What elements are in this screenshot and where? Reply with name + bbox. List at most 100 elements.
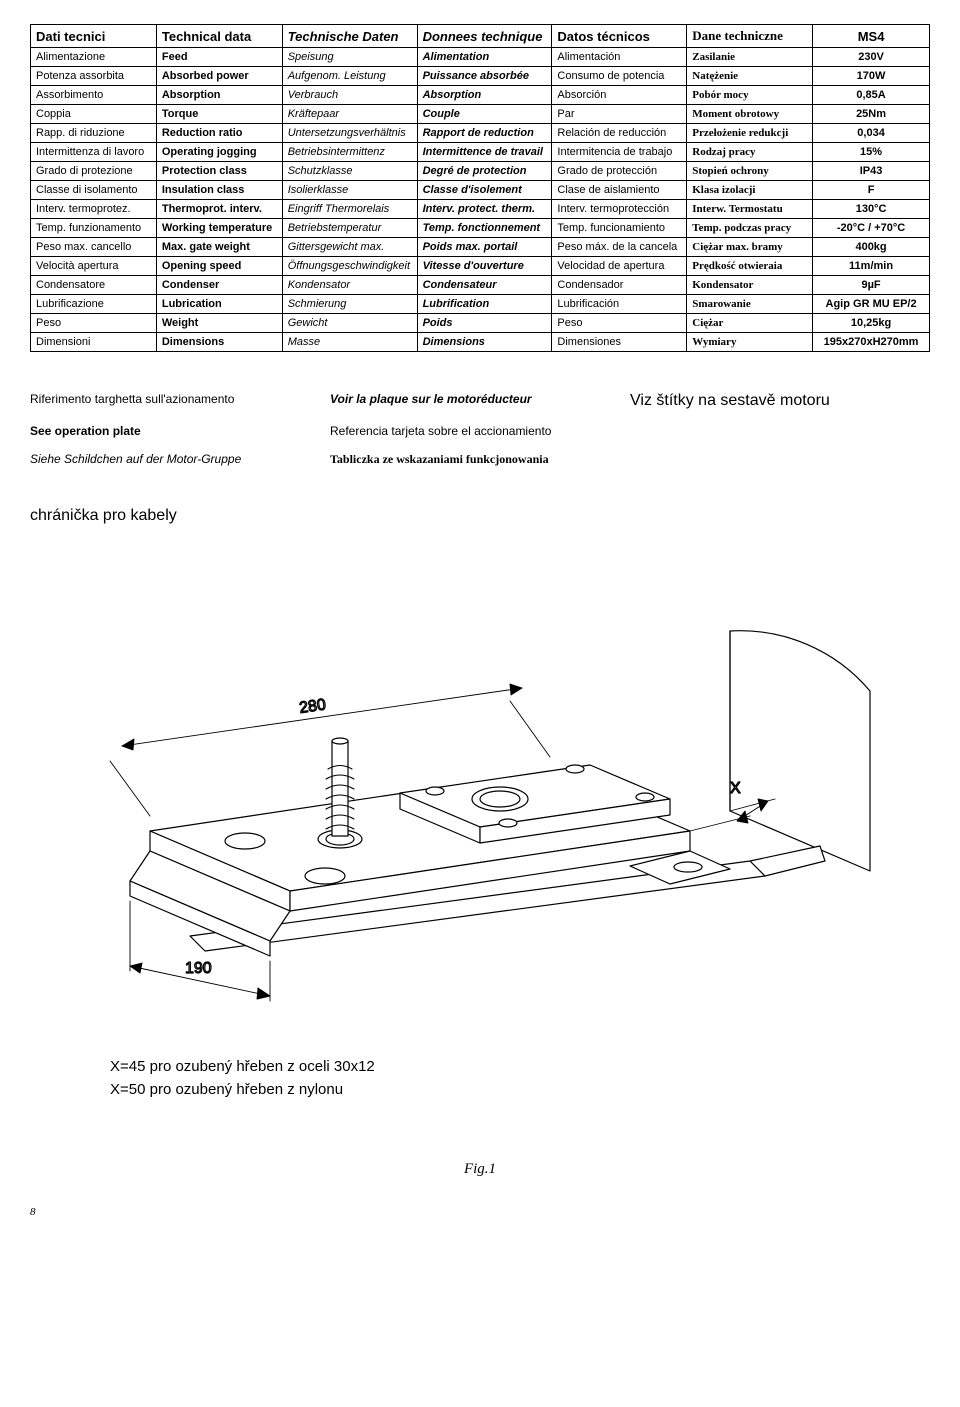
cell-val: 195x270xH270mm <box>813 333 930 352</box>
cell-es: Alimentación <box>552 48 687 67</box>
table-row: PesoWeightGewichtPoidsPesoCiężar10,25kg <box>31 314 930 333</box>
cell-val: 130°C <box>813 200 930 219</box>
cell-val: 0,034 <box>813 124 930 143</box>
table-row: Potenza assorbitaAbsorbed powerAufgenom.… <box>31 67 930 86</box>
header-es: Datos técnicos <box>552 25 687 48</box>
cell-pl: Przełożenie redukcji <box>687 124 813 143</box>
cell-es: Clase de aislamiento <box>552 181 687 200</box>
cell-pl: Temp. podczas pracy <box>687 219 813 238</box>
cell-it: Peso <box>31 314 157 333</box>
cell-en: Insulation class <box>156 181 282 200</box>
cell-es: Interv. termoprotección <box>552 200 687 219</box>
table-row: Grado di protezioneProtection classSchut… <box>31 162 930 181</box>
cell-en: Absorption <box>156 86 282 105</box>
table-row: Classe di isolamentoInsulation classIsol… <box>31 181 930 200</box>
cell-en: Absorbed power <box>156 67 282 86</box>
cell-de: Betriebsintermittenz <box>282 143 417 162</box>
cell-it: Temp. funzionamento <box>31 219 157 238</box>
dimension-legend: X=45 pro ozubený hřeben z oceli 30x12 X=… <box>110 1056 930 1101</box>
cell-it: Peso max. cancello <box>31 238 157 257</box>
cell-fr: Condensateur <box>417 276 552 295</box>
note-it: Riferimento targhetta sull'azionamento <box>30 392 330 410</box>
cell-it: Interv. termoprotez. <box>31 200 157 219</box>
cell-val: 170W <box>813 67 930 86</box>
header-it: Dati tecnici <box>31 25 157 48</box>
table-row: LubrificazioneLubricationSchmierungLubri… <box>31 295 930 314</box>
cell-it: Dimensioni <box>31 333 157 352</box>
header-pl: Dane techniczne <box>687 25 813 48</box>
cell-it: Condensatore <box>31 276 157 295</box>
cell-es: Peso máx. de la cancela <box>552 238 687 257</box>
cell-es: Par <box>552 105 687 124</box>
cell-pl: Interw. Termostatu <box>687 200 813 219</box>
legend-line-2: X=50 pro ozubený hřeben z nylonu <box>110 1079 930 1102</box>
note-pl: Tabliczka ze wskazaniami funkcjonowania <box>330 452 630 467</box>
cell-pl: Pobór mocy <box>687 86 813 105</box>
cell-es: Relación de reducción <box>552 124 687 143</box>
cell-val: 9µF <box>813 276 930 295</box>
cell-it: Grado di protezione <box>31 162 157 181</box>
cell-es: Grado de protección <box>552 162 687 181</box>
cell-en: Condenser <box>156 276 282 295</box>
cell-es: Absorción <box>552 86 687 105</box>
cell-pl: Ciężar max. bramy <box>687 238 813 257</box>
cell-fr: Poids max. portail <box>417 238 552 257</box>
cell-it: Coppia <box>31 105 157 124</box>
cell-it: Potenza assorbita <box>31 67 157 86</box>
reference-notes: Riferimento targhetta sull'azionamento V… <box>30 392 930 467</box>
cell-val: 25Nm <box>813 105 930 124</box>
cell-de: Kräftepaar <box>282 105 417 124</box>
header-fr: Donnees technique <box>417 25 552 48</box>
table-row: Rapp. di riduzioneReduction ratioUnterse… <box>31 124 930 143</box>
cell-pl: Natężenie <box>687 67 813 86</box>
table-row: Peso max. cancelloMax. gate weightGitter… <box>31 238 930 257</box>
header-en: Technical data <box>156 25 282 48</box>
cell-en: Operating jogging <box>156 143 282 162</box>
cell-de: Aufgenom. Leistung <box>282 67 417 86</box>
cell-pl: Klasa izolacji <box>687 181 813 200</box>
cell-fr: Dimensions <box>417 333 552 352</box>
note-es: Referencia tarjeta sobre el accionamient… <box>330 424 630 438</box>
cell-pl: Kondensator <box>687 276 813 295</box>
cell-de: Verbrauch <box>282 86 417 105</box>
cell-val: 0,85A <box>813 86 930 105</box>
note-en: See operation plate <box>30 424 330 438</box>
cell-es: Peso <box>552 314 687 333</box>
cell-es: Condensador <box>552 276 687 295</box>
cell-pl: Moment obrotowy <box>687 105 813 124</box>
cell-fr: Rapport de reduction <box>417 124 552 143</box>
cell-val: 15% <box>813 143 930 162</box>
cell-de: Gittersgewicht max. <box>282 238 417 257</box>
cell-val: 11m/min <box>813 257 930 276</box>
cell-val: 10,25kg <box>813 314 930 333</box>
cell-de: Gewicht <box>282 314 417 333</box>
table-row: Intermittenza di lavoroOperating jogging… <box>31 143 930 162</box>
cell-de: Masse <box>282 333 417 352</box>
cell-fr: Vitesse d'ouverture <box>417 257 552 276</box>
cell-fr: Absorption <box>417 86 552 105</box>
table-row: AlimentazioneFeedSpeisungAlimentationAli… <box>31 48 930 67</box>
cell-val: Agip GR MU EP/2 <box>813 295 930 314</box>
cell-pl: Zasilanie <box>687 48 813 67</box>
cell-fr: Interv. protect. therm. <box>417 200 552 219</box>
mounting-plate-diagram: 280 190 X <box>30 541 930 1026</box>
cell-de: Schmierung <box>282 295 417 314</box>
cell-en: Feed <box>156 48 282 67</box>
cell-it: Alimentazione <box>31 48 157 67</box>
technical-data-table: Dati tecnici Technical data Technische D… <box>30 24 930 352</box>
cell-pl: Wymiary <box>687 333 813 352</box>
cell-es: Lubrificación <box>552 295 687 314</box>
cell-de: Eingriff Thermorelais <box>282 200 417 219</box>
cell-en: Protection class <box>156 162 282 181</box>
cell-en: Weight <box>156 314 282 333</box>
header-de: Technische Daten <box>282 25 417 48</box>
legend-line-1: X=45 pro ozubený hřeben z oceli 30x12 <box>110 1056 930 1079</box>
cell-en: Thermoprot. interv. <box>156 200 282 219</box>
cell-en: Opening speed <box>156 257 282 276</box>
diagram-svg: 280 190 X <box>30 541 930 1021</box>
cell-de: Untersetzungsverhältnis <box>282 124 417 143</box>
cell-de: Betriebstemperatur <box>282 219 417 238</box>
cell-fr: Lubrification <box>417 295 552 314</box>
cell-pl: Smarowanie <box>687 295 813 314</box>
dim-x-label: X <box>730 780 741 797</box>
